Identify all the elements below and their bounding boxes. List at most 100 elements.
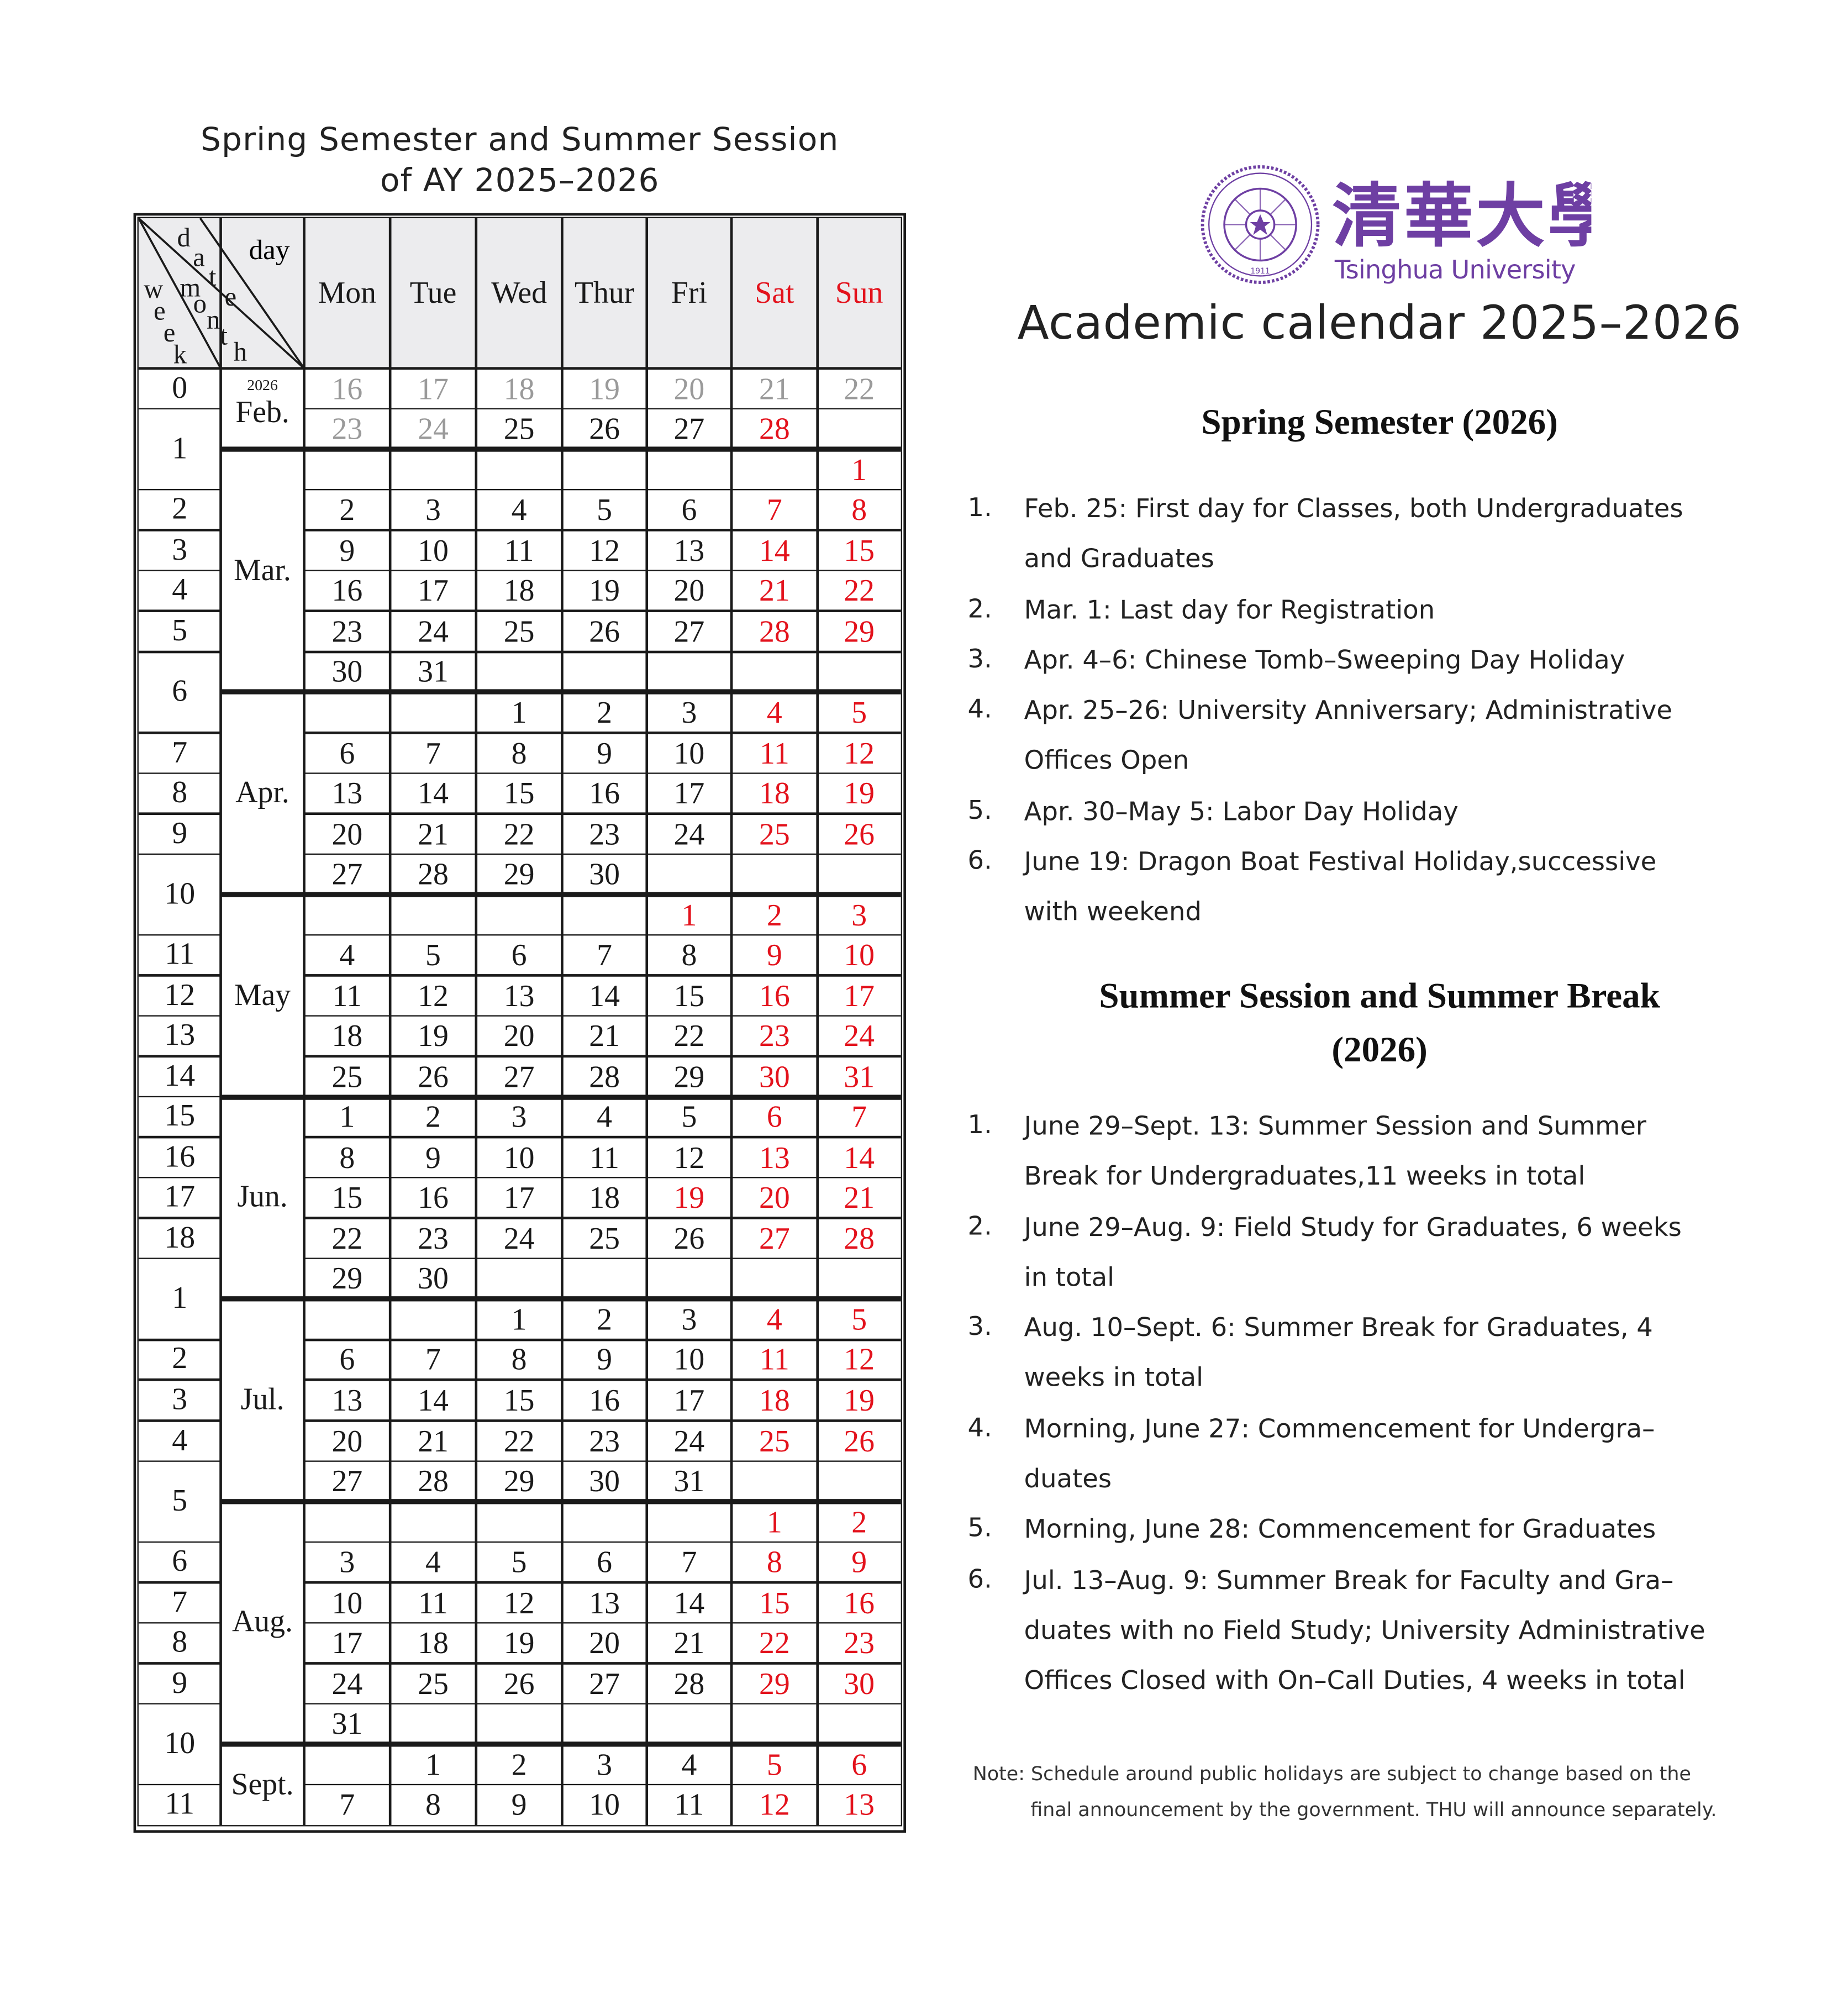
date-cell: 11 bbox=[504, 535, 534, 569]
date-cell: 28 bbox=[759, 615, 790, 650]
list-item: 4. Apr. 25–26: University Anniversary; Ad… bbox=[967, 693, 1789, 795]
date-cell: 15 bbox=[673, 980, 705, 1014]
corner-label-day: day bbox=[249, 234, 290, 266]
date-cell: 25 bbox=[418, 1668, 449, 1702]
date-cell: 27 bbox=[331, 859, 363, 892]
date-cell: 22 bbox=[844, 373, 875, 407]
weekday-header-wed: Wed bbox=[491, 276, 547, 310]
date-cell: 18 bbox=[503, 575, 535, 609]
date-cell: 3 bbox=[681, 1303, 697, 1338]
date-cell: 7 bbox=[597, 939, 613, 974]
week-number: 11 bbox=[165, 1788, 195, 1822]
date-cell: 17 bbox=[503, 1182, 535, 1216]
header-background bbox=[138, 218, 901, 369]
item-number: 6. bbox=[967, 1562, 992, 1594]
date-cell: 19 bbox=[503, 1627, 535, 1661]
date-cell: 1 bbox=[766, 1506, 782, 1540]
date-cell: 3 bbox=[597, 1749, 613, 1782]
date-cell: 4 bbox=[681, 1749, 697, 1782]
week-divider bbox=[138, 853, 221, 855]
list-item: 2. Mar. 1: Last day for Registration bbox=[967, 592, 1789, 643]
date-cell: 8 bbox=[851, 494, 867, 528]
item-text-line: and Graduates bbox=[1024, 543, 1214, 575]
svg-text:n: n bbox=[207, 305, 220, 335]
date-cell: 20 bbox=[331, 818, 363, 852]
date-cell: 6 bbox=[851, 1749, 867, 1782]
item-number: 3. bbox=[967, 1311, 992, 1341]
date-cell bbox=[731, 1462, 818, 1502]
month-label: Jul. bbox=[240, 1383, 285, 1417]
month-label-cell: Aug. bbox=[221, 1501, 304, 1744]
month-divider bbox=[220, 446, 901, 452]
date-cell: 10 bbox=[589, 1789, 620, 1823]
row-divider bbox=[304, 1217, 901, 1219]
week-divider bbox=[138, 488, 221, 491]
row-divider bbox=[304, 1702, 901, 1705]
date-cell: 2 bbox=[425, 1101, 441, 1135]
month-divider bbox=[220, 1498, 901, 1504]
date-cell: 20 bbox=[673, 575, 705, 609]
column-divider bbox=[645, 218, 648, 1825]
week-number: 11 bbox=[165, 938, 195, 972]
row-divider bbox=[304, 1662, 901, 1665]
date-cell: 23 bbox=[589, 1425, 620, 1459]
date-cell: 24 bbox=[673, 818, 705, 852]
date-cell bbox=[818, 1705, 901, 1745]
date-cell: 22 bbox=[331, 1223, 363, 1256]
date-cell: 2 bbox=[511, 1749, 527, 1782]
date-cell: 6 bbox=[339, 1344, 355, 1378]
date-cell: 11 bbox=[418, 1587, 448, 1621]
svg-text:e: e bbox=[154, 296, 166, 325]
date-cell bbox=[647, 855, 731, 896]
week-number: 6 bbox=[172, 675, 188, 709]
list-item: 3. Aug. 10–Sept. 6: Summer Break for Grad… bbox=[967, 1311, 1789, 1412]
svg-text:e: e bbox=[225, 282, 237, 312]
date-cell: 12 bbox=[589, 535, 620, 569]
date-cell: 24 bbox=[503, 1223, 535, 1256]
date-cell: 12 bbox=[759, 1789, 790, 1823]
week-number: 2 bbox=[172, 1343, 188, 1377]
date-cell: 21 bbox=[844, 1182, 875, 1216]
date-cell: 22 bbox=[673, 1020, 705, 1054]
week-number: 3 bbox=[172, 533, 188, 567]
item-text-line: Mar. 1: Last day for Registration bbox=[1024, 593, 1435, 625]
date-cell: 1 bbox=[339, 1101, 355, 1135]
header-divider bbox=[138, 367, 901, 370]
date-cell: 18 bbox=[418, 1627, 449, 1661]
row-divider bbox=[304, 1783, 901, 1786]
date-cell: 17 bbox=[673, 1385, 705, 1418]
svg-text:m: m bbox=[180, 273, 201, 303]
date-cell: 28 bbox=[673, 1668, 705, 1702]
date-cell: 5 bbox=[851, 697, 867, 730]
row-divider bbox=[304, 1055, 901, 1058]
month-divider bbox=[220, 689, 901, 695]
university-seal-icon: 1911 bbox=[1201, 165, 1320, 284]
date-cell: 18 bbox=[503, 373, 535, 407]
month-label: Sept. bbox=[231, 1767, 294, 1802]
date-cell bbox=[304, 896, 391, 936]
date-cell: 26 bbox=[844, 1425, 875, 1459]
date-cell: 26 bbox=[503, 1668, 535, 1702]
row-divider bbox=[304, 1581, 901, 1583]
item-text-line: Aug. 10–Sept. 6: Summer Break for Gradua… bbox=[1024, 1312, 1653, 1343]
date-cell: 9 bbox=[597, 1344, 613, 1378]
date-cell: 30 bbox=[331, 656, 363, 690]
date-cell: 14 bbox=[418, 777, 449, 812]
date-cell: 29 bbox=[673, 1061, 705, 1095]
date-cell: 19 bbox=[589, 575, 620, 609]
row-divider bbox=[304, 610, 901, 612]
date-cell bbox=[390, 1705, 476, 1745]
date-cell: 15 bbox=[331, 1182, 363, 1216]
row-divider bbox=[304, 1622, 901, 1624]
week-number: 8 bbox=[172, 776, 188, 810]
date-cell: 16 bbox=[589, 1385, 620, 1418]
date-cell bbox=[390, 693, 476, 734]
date-cell: 21 bbox=[418, 1425, 449, 1459]
week-number: 12 bbox=[164, 978, 196, 1013]
date-cell: 20 bbox=[673, 373, 705, 407]
date-cell: 16 bbox=[589, 777, 620, 812]
item-number: 4. bbox=[967, 693, 992, 724]
week-divider bbox=[138, 1176, 221, 1179]
